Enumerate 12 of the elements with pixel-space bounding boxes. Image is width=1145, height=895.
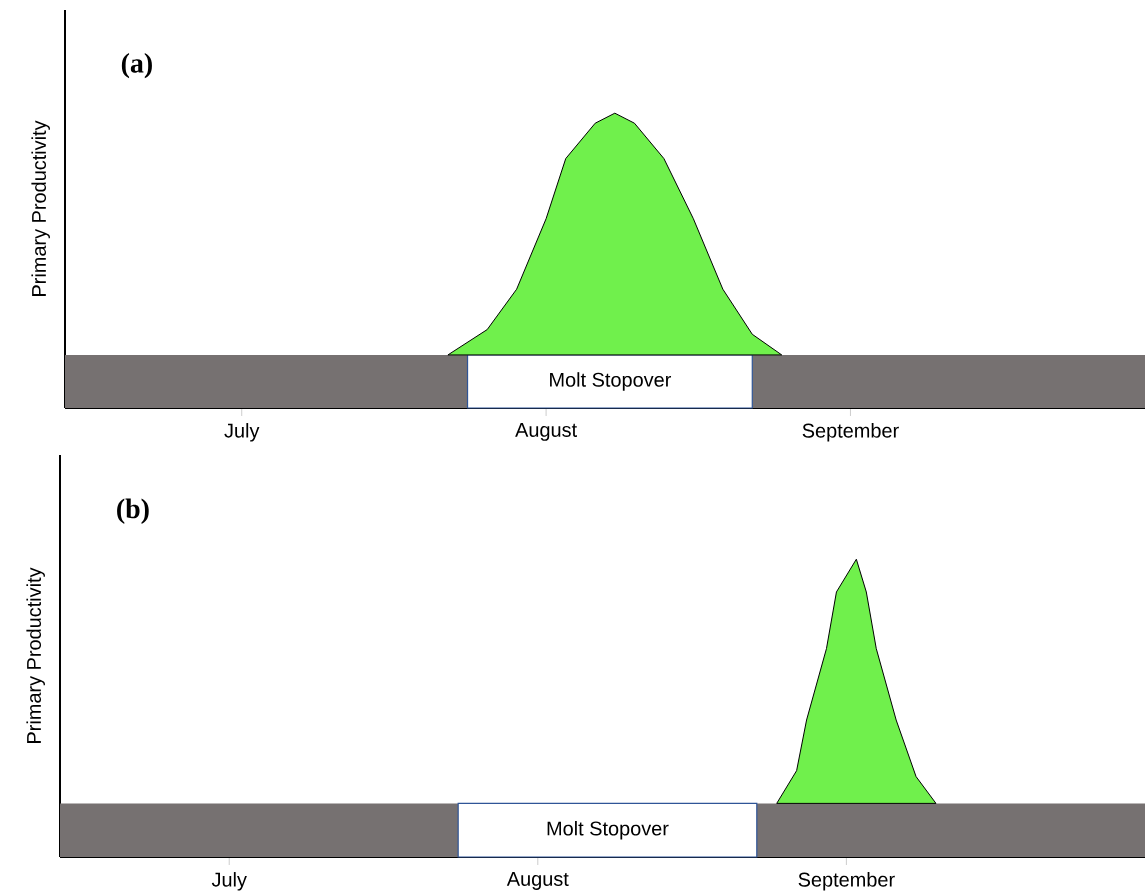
chart-title: (a)	[121, 53, 152, 79]
chart-title: (b)	[117, 498, 149, 524]
y-axis-title: Primary Productivity	[26, 567, 45, 743]
y-axis-title: Primary Productivity	[31, 120, 50, 296]
x-tick-label: September	[802, 423, 899, 442]
x-tick-label: August	[515, 423, 577, 441]
band-label: Molt Stopover	[550, 372, 672, 391]
band-label: Molt Stopover	[547, 820, 669, 840]
x-tick-label: July	[211, 872, 247, 891]
x-tick-label: August	[506, 872, 569, 890]
x-tick-label: July	[224, 423, 260, 442]
x-tick-label: September	[798, 872, 895, 891]
